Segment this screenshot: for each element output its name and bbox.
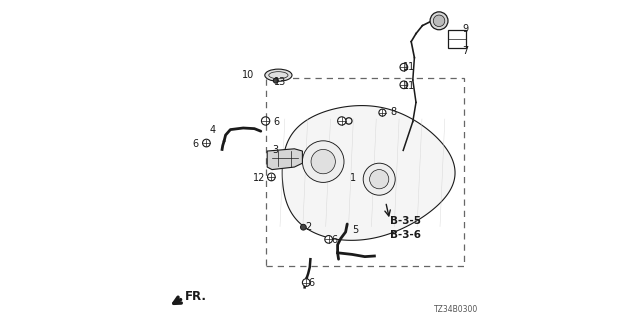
Circle shape xyxy=(433,15,445,27)
Text: 10: 10 xyxy=(242,70,254,80)
Circle shape xyxy=(430,12,448,30)
Circle shape xyxy=(400,63,408,71)
Circle shape xyxy=(337,117,346,125)
Ellipse shape xyxy=(265,69,292,81)
Circle shape xyxy=(262,117,270,125)
Circle shape xyxy=(302,141,344,182)
Circle shape xyxy=(370,170,389,189)
Text: 13: 13 xyxy=(274,76,286,87)
Circle shape xyxy=(364,163,396,195)
Circle shape xyxy=(301,224,307,230)
Text: 12: 12 xyxy=(253,172,266,183)
Text: 11: 11 xyxy=(403,62,415,72)
Circle shape xyxy=(379,109,386,116)
Circle shape xyxy=(324,236,333,243)
Text: B-3-5: B-3-5 xyxy=(390,216,421,226)
Polygon shape xyxy=(282,106,455,240)
Text: FR.: FR. xyxy=(185,291,207,303)
Text: 5: 5 xyxy=(352,225,358,236)
Text: 4: 4 xyxy=(210,124,216,135)
Text: 6: 6 xyxy=(332,235,337,245)
Text: 7: 7 xyxy=(462,46,468,56)
Text: 6: 6 xyxy=(309,278,315,288)
Circle shape xyxy=(400,81,408,89)
Text: 9: 9 xyxy=(462,24,468,34)
Text: B-3-6: B-3-6 xyxy=(390,230,421,240)
Circle shape xyxy=(311,149,335,174)
Circle shape xyxy=(303,279,310,286)
Text: 8: 8 xyxy=(390,107,397,117)
Circle shape xyxy=(268,173,275,181)
Text: TZ34B0300: TZ34B0300 xyxy=(434,305,479,314)
Text: 6: 6 xyxy=(274,116,280,127)
Circle shape xyxy=(273,78,278,83)
Text: 11: 11 xyxy=(403,81,415,92)
Text: 3: 3 xyxy=(272,145,278,156)
Polygon shape xyxy=(268,149,302,170)
Text: 1: 1 xyxy=(351,172,356,183)
Circle shape xyxy=(202,139,210,147)
Text: 2: 2 xyxy=(306,222,312,232)
Bar xyxy=(448,30,466,48)
Text: 6: 6 xyxy=(192,139,198,149)
Bar xyxy=(266,78,464,266)
